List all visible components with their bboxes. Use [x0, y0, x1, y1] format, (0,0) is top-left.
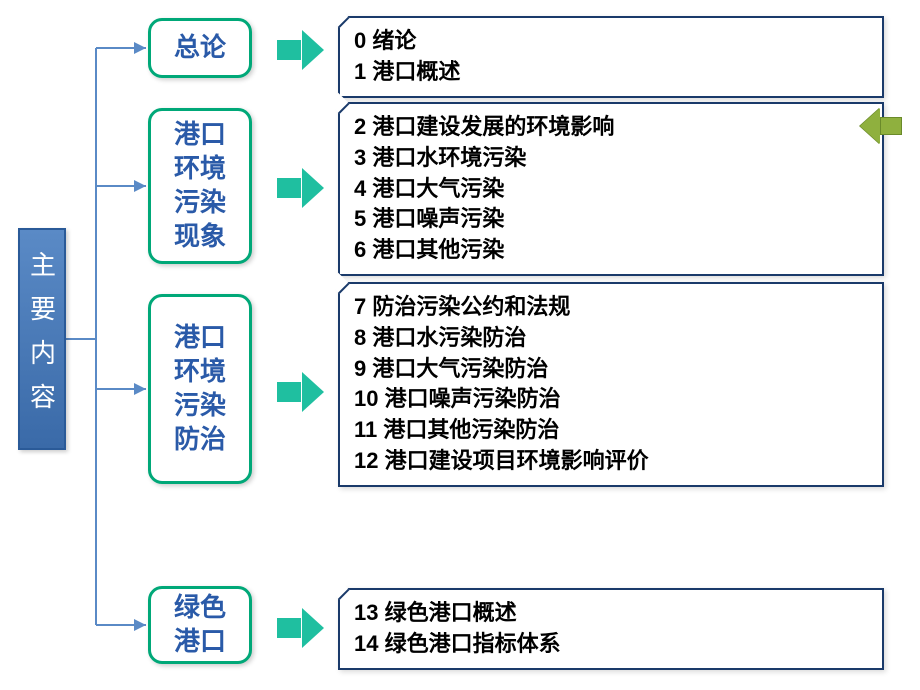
- arrow-right-icon: [276, 168, 324, 208]
- category-label: 港口 环境 污染 防治: [174, 321, 226, 456]
- highlight-arrow-left-icon: [860, 108, 902, 144]
- content-line: 11 港口其他污染防治: [354, 415, 868, 446]
- category-pollution-control: 港口 环境 污染 防治: [148, 294, 252, 484]
- root-box: 主要内容: [18, 228, 66, 450]
- arrow-right-icon: [276, 608, 324, 648]
- content-line: 2 港口建设发展的环境影响: [354, 112, 868, 143]
- root-label: 主要内容: [24, 251, 61, 427]
- arrow-right-icon: [276, 30, 324, 70]
- content-line: 4 港口大气污染: [354, 174, 868, 205]
- category-general: 总论: [148, 18, 252, 78]
- arrow-right-icon: [276, 372, 324, 412]
- content-line: 7 防治污染公约和法规: [354, 292, 868, 323]
- category-label: 绿色 港口: [174, 591, 226, 659]
- category-green-port: 绿色 港口: [148, 586, 252, 664]
- content-box-control: 7 防治污染公约和法规 8 港口水污染防治 9 港口大气污染防治 10 港口噪声…: [338, 282, 884, 487]
- content-line: 1 港口概述: [354, 57, 868, 88]
- content-line: 0 绪论: [354, 26, 868, 57]
- content-line: 6 港口其他污染: [354, 235, 868, 266]
- content-line: 8 港口水污染防治: [354, 323, 868, 354]
- content-line: 9 港口大气污染防治: [354, 354, 868, 385]
- content-box-green: 13 绿色港口概述 14 绿色港口指标体系: [338, 588, 884, 670]
- content-box-general: 0 绪论 1 港口概述: [338, 16, 884, 98]
- category-label: 港口 环境 污染 现象: [174, 118, 226, 253]
- content-line: 5 港口噪声污染: [354, 204, 868, 235]
- category-pollution-phenomena: 港口 环境 污染 现象: [148, 108, 252, 264]
- content-line: 3 港口水环境污染: [354, 143, 868, 174]
- category-label: 总论: [174, 31, 226, 65]
- content-box-phenomena: 2 港口建设发展的环境影响 3 港口水环境污染 4 港口大气污染 5 港口噪声污…: [338, 102, 884, 276]
- content-line: 12 港口建设项目环境影响评价: [354, 446, 868, 477]
- content-line: 13 绿色港口概述: [354, 598, 868, 629]
- content-line: 10 港口噪声污染防治: [354, 384, 868, 415]
- content-line: 14 绿色港口指标体系: [354, 629, 868, 660]
